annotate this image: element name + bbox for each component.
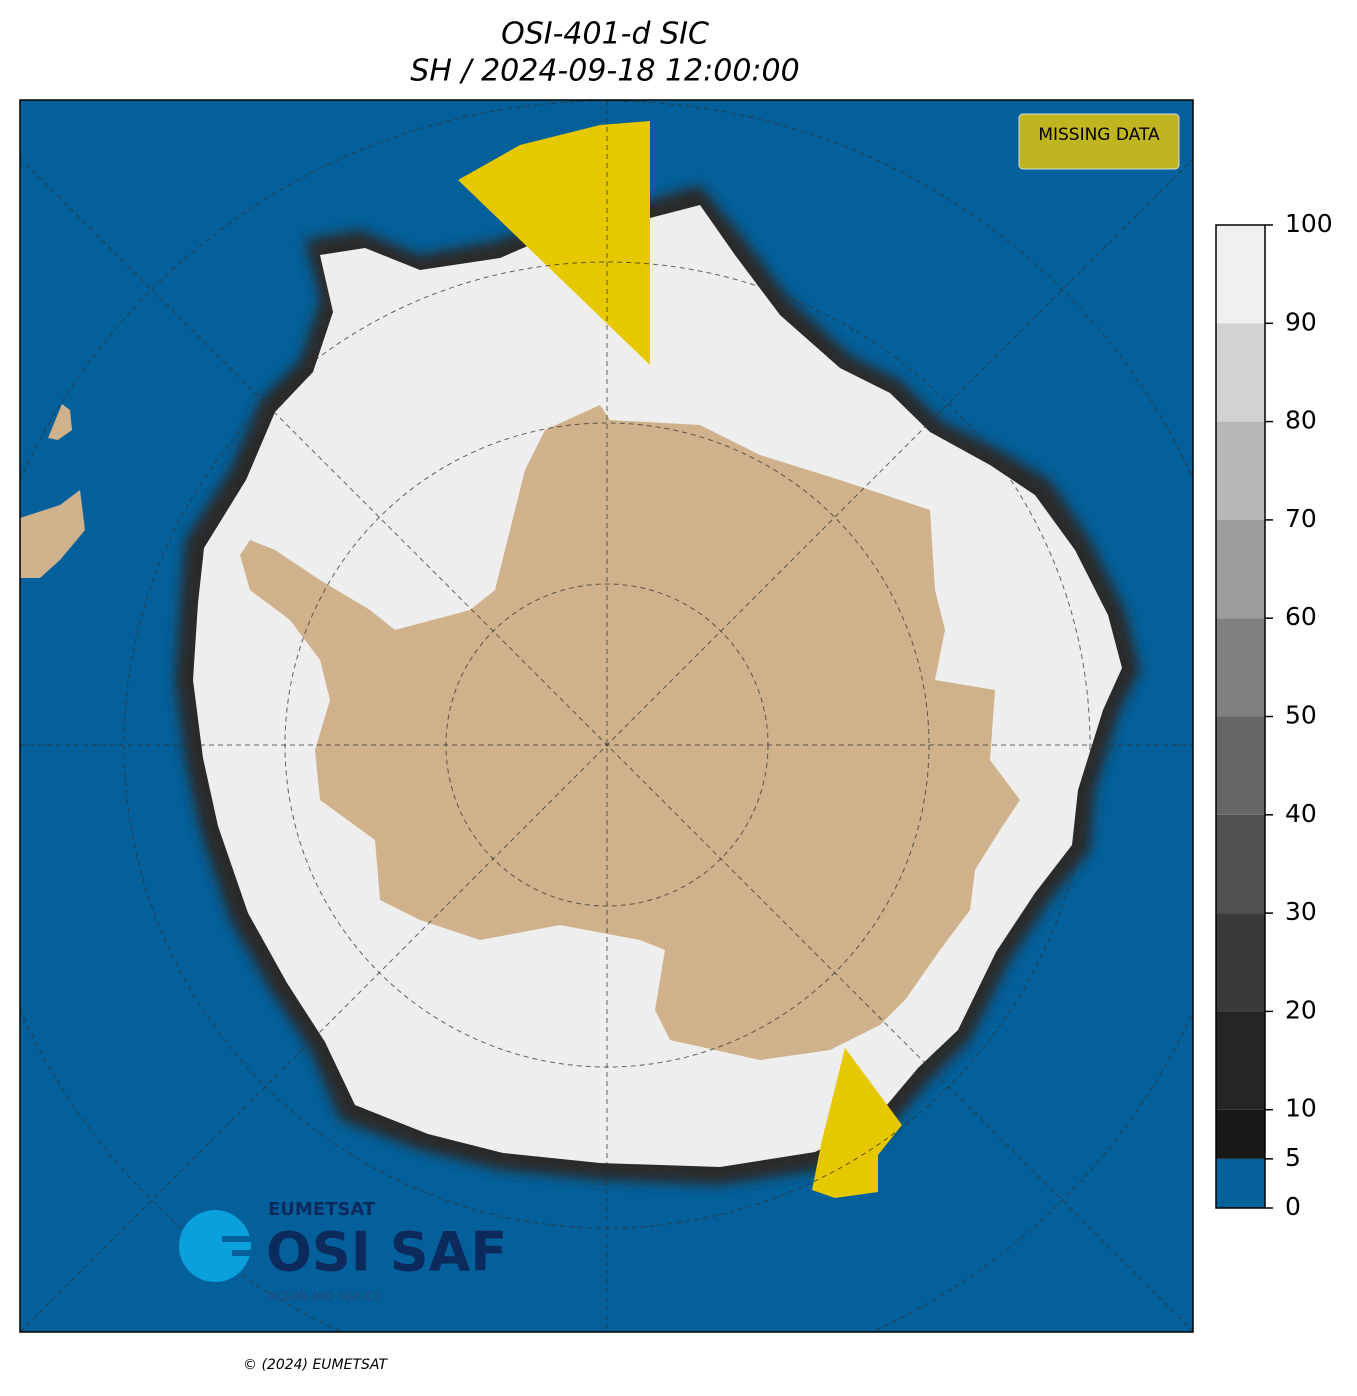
missing-area (812, 1048, 902, 1198)
legend-box (1018, 113, 1180, 170)
colorbar-segment (1216, 1011, 1265, 1110)
map-frame (19, 99, 1194, 1333)
footer: © (2024) EUMETSAT (243, 1357, 388, 1373)
colorbar-tick-label: 5 (1285, 1143, 1301, 1172)
colorbar-tick-label: 90 (1285, 307, 1317, 336)
map: EUMETSAT OSI SAF OCEAN AND SEA ICE (20, 100, 1193, 1332)
logo-name: OSI SAF (266, 1221, 507, 1284)
colorbar-segment (1216, 1109, 1265, 1159)
colorbar-segment (1216, 716, 1265, 815)
title-line: OSI-401-d SIC (501, 17, 709, 52)
logo-org: EUMETSAT (268, 1199, 376, 1220)
colorbar-segment (1216, 225, 1265, 324)
colorbar: 0 5 10 20 30 40 50 60 70 80 90 100 (1215, 209, 1333, 1221)
colorbar-tick-label: 50 (1285, 701, 1317, 730)
colorbar-segment (1216, 814, 1265, 914)
logo: EUMETSAT OSI SAF OCEAN AND SEA ICE (179, 1199, 507, 1303)
colorbar-tick-label: 20 (1285, 995, 1317, 1024)
colorbar-tick-label: 10 (1285, 1094, 1317, 1123)
graticule (20, 100, 1193, 1332)
colorbar-segment (1216, 618, 1265, 717)
title-line: SH / 2024-09-18 12:00:00 (410, 54, 799, 89)
logo-mark (179, 1210, 251, 1282)
colorbar-tick-label: 80 (1285, 406, 1317, 435)
land (20, 490, 85, 578)
colorbar-tick-label: 40 (1285, 799, 1317, 828)
colorbar-tick-label: 0 (1285, 1192, 1301, 1221)
colorbar-segment (1216, 913, 1265, 1012)
colorbar-segment (1216, 1158, 1265, 1208)
colorbar-segment (1216, 421, 1265, 520)
colorbar-tick-label: 30 (1285, 897, 1317, 926)
colorbar-segment (1216, 323, 1265, 422)
colorbar-segment (1216, 519, 1265, 619)
colorbar-tick-label: 70 (1285, 504, 1317, 533)
colorbar-tick-label: 60 (1285, 602, 1317, 631)
legend-label: MISSING DATA (1038, 125, 1160, 145)
land (48, 404, 72, 440)
colorbar-tick-label: 100 (1285, 209, 1333, 238)
logo-tagline: OCEAN AND SEA ICE (268, 1290, 381, 1303)
land (240, 405, 1020, 1060)
missing-area (458, 121, 650, 365)
